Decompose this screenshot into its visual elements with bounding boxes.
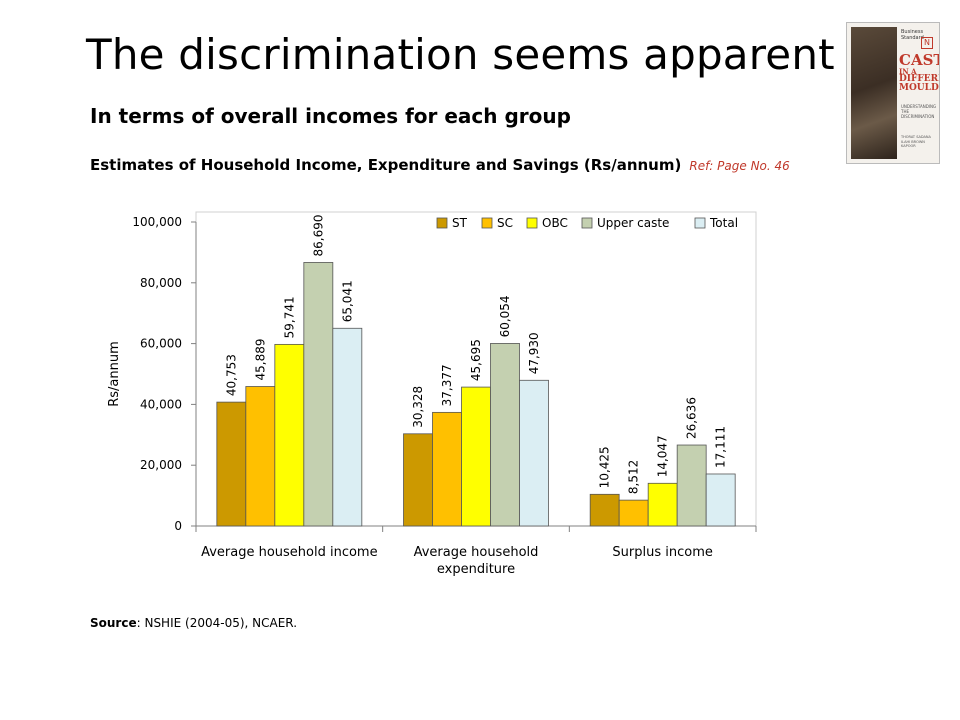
legend-swatch bbox=[694, 217, 706, 229]
legend-swatch bbox=[436, 217, 448, 229]
x-category-label: Average household expenditure bbox=[414, 545, 539, 577]
book-title-line: MOULD bbox=[899, 83, 939, 93]
y-tick-label: 100,000 bbox=[132, 215, 182, 229]
legend-label: Upper caste bbox=[597, 216, 669, 230]
book-subtitle: UNDERSTANDING THE DISCRIMINATION bbox=[901, 104, 937, 119]
legend-swatch bbox=[526, 217, 538, 229]
book-authors: THORAT SADANA ILAHI BROWN KAPOOR bbox=[901, 135, 931, 149]
data-label: 86,690 bbox=[311, 214, 325, 256]
book-title-line: IN A bbox=[899, 67, 917, 76]
bar bbox=[461, 386, 491, 527]
bar bbox=[589, 493, 620, 527]
y-tick-label: 20,000 bbox=[140, 458, 182, 472]
legend-swatch bbox=[481, 217, 493, 229]
bar bbox=[274, 343, 305, 527]
bar bbox=[618, 499, 649, 527]
bar bbox=[245, 386, 276, 527]
bar bbox=[705, 473, 736, 527]
bar bbox=[403, 433, 433, 527]
x-category-label-line: expenditure bbox=[437, 562, 515, 577]
book-publisher-logo: N bbox=[921, 37, 933, 49]
bar bbox=[647, 482, 678, 527]
book-cover-face bbox=[851, 27, 897, 159]
book-title-line: CASTE bbox=[899, 51, 939, 69]
y-tick-label: 80,000 bbox=[140, 276, 182, 290]
source-note: Source: NSHIE (2004-05), NCAER. bbox=[90, 616, 297, 630]
y-axis-label: Rs/annum bbox=[107, 341, 122, 407]
source-text: : NSHIE (2004-05), NCAER. bbox=[136, 616, 298, 630]
data-label: 14,047 bbox=[656, 435, 670, 477]
book-title-line: DIFFERENT bbox=[899, 74, 939, 84]
book-publisher: Business Standard bbox=[901, 29, 924, 41]
page-reference: Ref: Page No. 46 bbox=[689, 159, 790, 173]
bar bbox=[216, 401, 247, 527]
legend-label: OBC bbox=[542, 216, 568, 230]
data-label: 40,753 bbox=[224, 354, 238, 396]
data-label: 59,741 bbox=[282, 296, 296, 338]
slide-subtitle: In terms of overall incomes for each gro… bbox=[90, 104, 571, 128]
bar bbox=[303, 262, 334, 527]
bar bbox=[676, 444, 707, 527]
data-label: 45,889 bbox=[253, 338, 267, 380]
x-category-label-line: Average household bbox=[414, 545, 539, 560]
bar bbox=[332, 327, 363, 527]
y-tick-label: 0 bbox=[174, 519, 182, 533]
x-category-label-line: Surplus income bbox=[612, 545, 712, 560]
data-label: 17,111 bbox=[714, 426, 728, 468]
data-label: 45,695 bbox=[469, 339, 483, 381]
data-label: 65,041 bbox=[340, 280, 354, 322]
data-label: 26,636 bbox=[685, 397, 699, 439]
legend-swatch bbox=[581, 217, 593, 229]
legend-label: SC bbox=[497, 216, 513, 230]
y-tick-label: 60,000 bbox=[140, 337, 182, 351]
x-category-label-line: Average household income bbox=[201, 545, 378, 560]
x-category-label: Average household income bbox=[201, 545, 378, 560]
data-label: 30,328 bbox=[411, 386, 425, 428]
data-label: 10,425 bbox=[598, 446, 612, 488]
data-label: 37,377 bbox=[440, 364, 454, 406]
book-cover-image: Business Standard N CASTE IN A DIFFERENT… bbox=[846, 22, 940, 164]
data-label: 60,054 bbox=[498, 295, 512, 337]
source-label: Source bbox=[90, 616, 137, 630]
estimate-line: Estimates of Household Income, Expenditu… bbox=[90, 156, 790, 175]
data-label: 8,512 bbox=[627, 460, 641, 494]
legend-label: ST bbox=[452, 216, 468, 230]
bar bbox=[490, 343, 520, 527]
data-label: 47,930 bbox=[527, 332, 541, 374]
x-category-label: Surplus income bbox=[612, 545, 712, 560]
bar bbox=[519, 379, 549, 527]
estimate-heading: Estimates of Household Income, Expenditu… bbox=[90, 156, 682, 174]
y-tick-label: 40,000 bbox=[140, 397, 182, 411]
bar bbox=[432, 411, 462, 527]
book-title: CASTE IN A DIFFERENT MOULD bbox=[899, 53, 939, 93]
legend-label: Total bbox=[709, 216, 738, 230]
slide-title: The discrimination seems apparent … bbox=[86, 30, 891, 79]
